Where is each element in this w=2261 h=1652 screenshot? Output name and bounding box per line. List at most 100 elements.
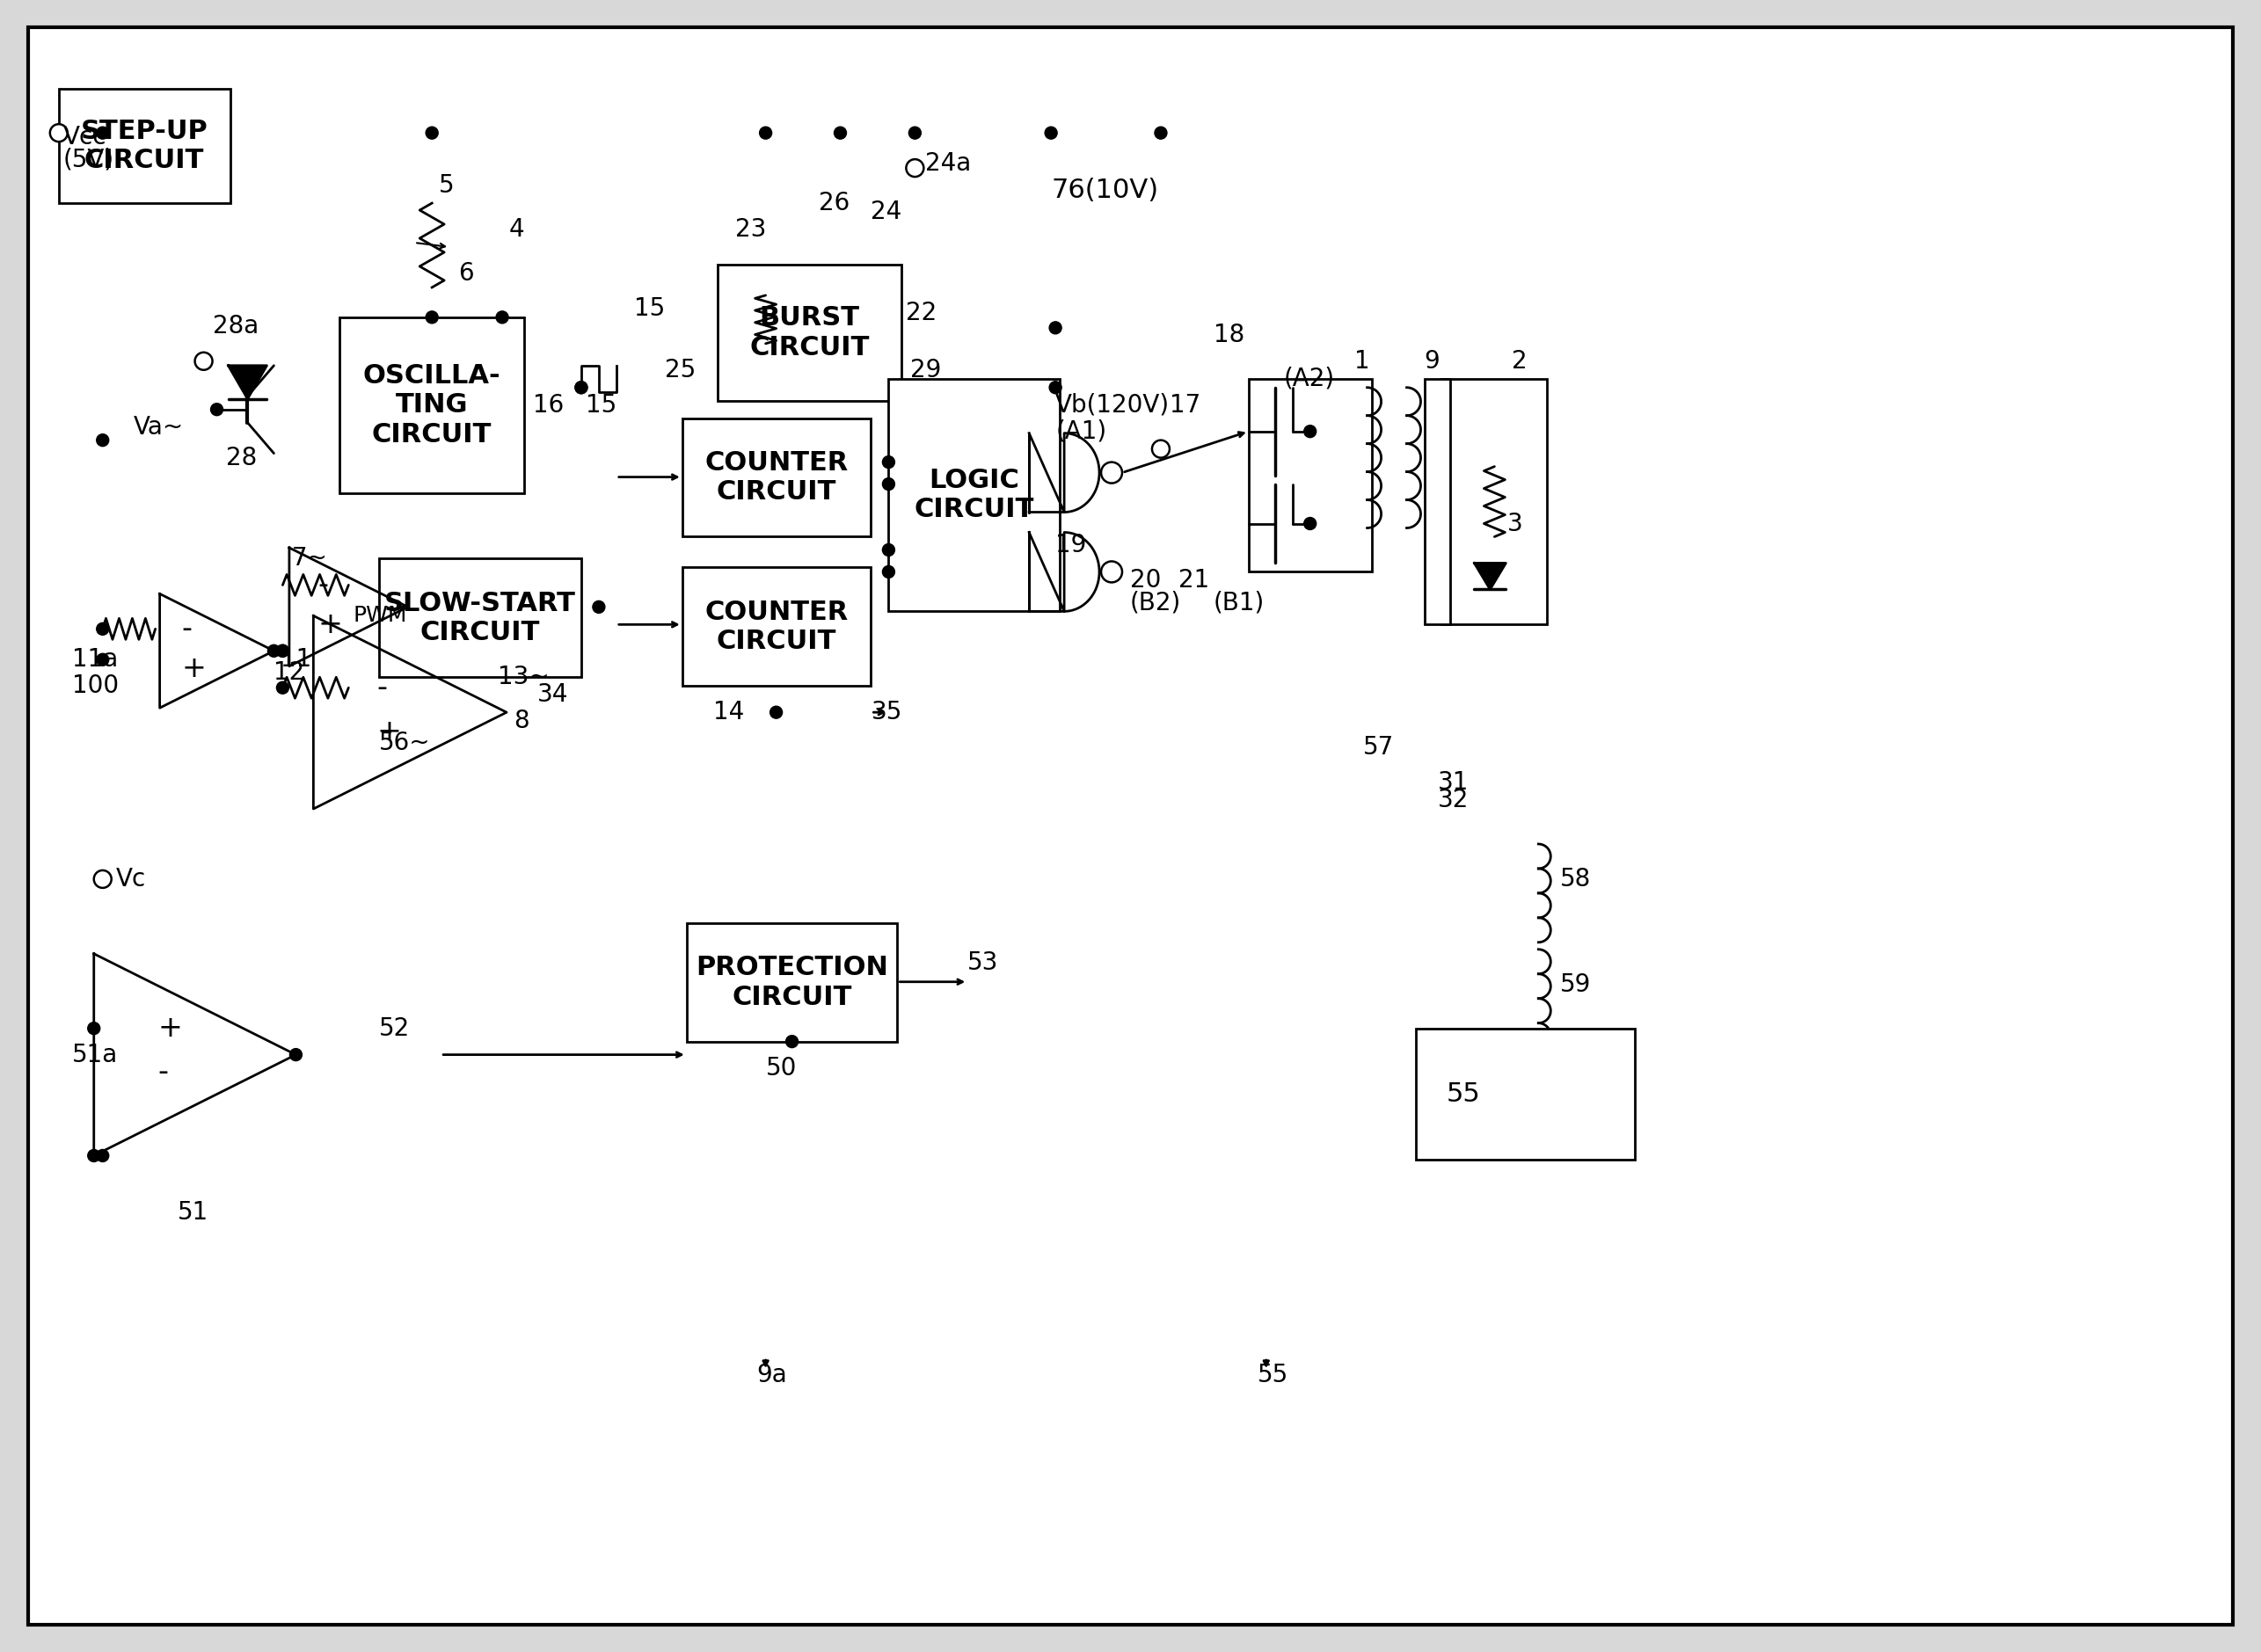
Text: -: - bbox=[158, 1057, 170, 1087]
Polygon shape bbox=[1029, 433, 1099, 512]
Text: 21: 21 bbox=[1178, 568, 1210, 593]
Text: (A2): (A2) bbox=[1284, 367, 1334, 392]
Circle shape bbox=[1305, 517, 1316, 530]
Bar bbox=[380, 558, 581, 677]
Text: 55: 55 bbox=[1257, 1363, 1289, 1388]
Circle shape bbox=[574, 382, 588, 393]
Text: 50: 50 bbox=[766, 1056, 796, 1080]
Circle shape bbox=[97, 434, 109, 446]
Text: 22: 22 bbox=[907, 301, 936, 325]
Text: 28a: 28a bbox=[213, 314, 258, 339]
Circle shape bbox=[495, 311, 509, 324]
Text: Vcc: Vcc bbox=[63, 126, 106, 150]
Text: -: - bbox=[378, 674, 387, 702]
Text: 19: 19 bbox=[1056, 534, 1088, 558]
Text: LOGIC
CIRCUIT: LOGIC CIRCUIT bbox=[913, 468, 1033, 522]
Circle shape bbox=[276, 682, 289, 694]
Polygon shape bbox=[289, 548, 407, 666]
Text: 34: 34 bbox=[538, 682, 568, 707]
Text: 11a: 11a bbox=[72, 648, 118, 672]
Text: 25: 25 bbox=[665, 357, 696, 382]
Text: 13~: 13~ bbox=[497, 664, 549, 689]
Bar bbox=[1248, 378, 1372, 572]
Text: 100: 100 bbox=[72, 674, 118, 699]
Text: +: + bbox=[158, 1014, 183, 1042]
Text: (B1): (B1) bbox=[1214, 590, 1264, 615]
Text: +: + bbox=[181, 654, 206, 682]
Bar bbox=[687, 923, 898, 1041]
Circle shape bbox=[907, 159, 925, 177]
Text: 9a: 9a bbox=[757, 1363, 787, 1388]
Text: PWM: PWM bbox=[353, 605, 407, 626]
Bar bbox=[683, 567, 870, 686]
Text: PROTECTION
CIRCUIT: PROTECTION CIRCUIT bbox=[696, 955, 889, 1009]
Text: 9: 9 bbox=[1424, 349, 1440, 373]
Polygon shape bbox=[95, 953, 296, 1156]
Text: -: - bbox=[181, 615, 192, 643]
Circle shape bbox=[194, 352, 213, 370]
Circle shape bbox=[787, 1036, 798, 1047]
Text: 6: 6 bbox=[459, 261, 475, 286]
Text: 55: 55 bbox=[1447, 1082, 1481, 1107]
Text: 18: 18 bbox=[1214, 322, 1244, 347]
Text: 35: 35 bbox=[870, 700, 902, 725]
Text: -: - bbox=[319, 570, 328, 600]
Text: SLOW-START
CIRCUIT: SLOW-START CIRCUIT bbox=[384, 590, 577, 646]
Text: BURST
CIRCUIT: BURST CIRCUIT bbox=[751, 306, 870, 360]
Circle shape bbox=[882, 565, 895, 578]
Text: 16: 16 bbox=[534, 393, 563, 418]
Text: 4: 4 bbox=[509, 216, 525, 241]
Text: Vc: Vc bbox=[115, 867, 147, 892]
Text: 17: 17 bbox=[1169, 393, 1201, 418]
Text: 3: 3 bbox=[1508, 510, 1524, 535]
Circle shape bbox=[771, 705, 782, 719]
Circle shape bbox=[88, 1023, 99, 1034]
Circle shape bbox=[425, 127, 439, 139]
Circle shape bbox=[1101, 463, 1121, 482]
Bar bbox=[1424, 378, 1452, 624]
Circle shape bbox=[97, 654, 109, 666]
Circle shape bbox=[210, 403, 224, 416]
Text: 51: 51 bbox=[176, 1201, 208, 1226]
Circle shape bbox=[267, 644, 280, 657]
Circle shape bbox=[276, 644, 289, 657]
Text: 26: 26 bbox=[818, 192, 850, 215]
Text: 1: 1 bbox=[1354, 349, 1370, 373]
Circle shape bbox=[592, 601, 606, 613]
Circle shape bbox=[1101, 562, 1121, 583]
Text: COUNTER
CIRCUIT: COUNTER CIRCUIT bbox=[705, 449, 848, 506]
Text: 12: 12 bbox=[274, 661, 305, 686]
Bar bbox=[59, 89, 231, 203]
Text: 32: 32 bbox=[1438, 788, 1467, 813]
Text: 28: 28 bbox=[226, 446, 255, 471]
Circle shape bbox=[1049, 382, 1063, 393]
Text: Vb(120V): Vb(120V) bbox=[1056, 393, 1169, 418]
Text: 20: 20 bbox=[1130, 568, 1162, 593]
Text: (A1): (A1) bbox=[1056, 420, 1106, 444]
Circle shape bbox=[425, 311, 439, 324]
Circle shape bbox=[289, 1049, 303, 1061]
Text: OSCILLA-
TING
CIRCUIT: OSCILLA- TING CIRCUIT bbox=[364, 363, 502, 448]
Text: COUNTER
CIRCUIT: COUNTER CIRCUIT bbox=[705, 600, 848, 654]
Text: 57: 57 bbox=[1363, 735, 1393, 760]
Text: 29: 29 bbox=[911, 357, 941, 382]
Text: (5V): (5V) bbox=[63, 147, 115, 172]
Circle shape bbox=[574, 382, 588, 393]
Text: 53: 53 bbox=[968, 950, 999, 975]
Circle shape bbox=[1155, 127, 1167, 139]
Bar bbox=[339, 317, 525, 492]
Circle shape bbox=[882, 456, 895, 468]
Text: 51a: 51a bbox=[72, 1042, 118, 1067]
Polygon shape bbox=[314, 616, 506, 809]
Text: 8: 8 bbox=[513, 709, 529, 733]
Bar bbox=[1415, 1028, 1635, 1160]
Circle shape bbox=[1049, 322, 1063, 334]
Text: 56~: 56~ bbox=[380, 730, 432, 755]
Text: (B2): (B2) bbox=[1130, 590, 1180, 615]
Circle shape bbox=[276, 644, 289, 657]
Text: 52: 52 bbox=[380, 1016, 409, 1041]
Circle shape bbox=[1153, 439, 1169, 458]
Text: 5: 5 bbox=[439, 173, 454, 198]
Text: +: + bbox=[378, 717, 400, 747]
Text: 31: 31 bbox=[1438, 770, 1467, 795]
